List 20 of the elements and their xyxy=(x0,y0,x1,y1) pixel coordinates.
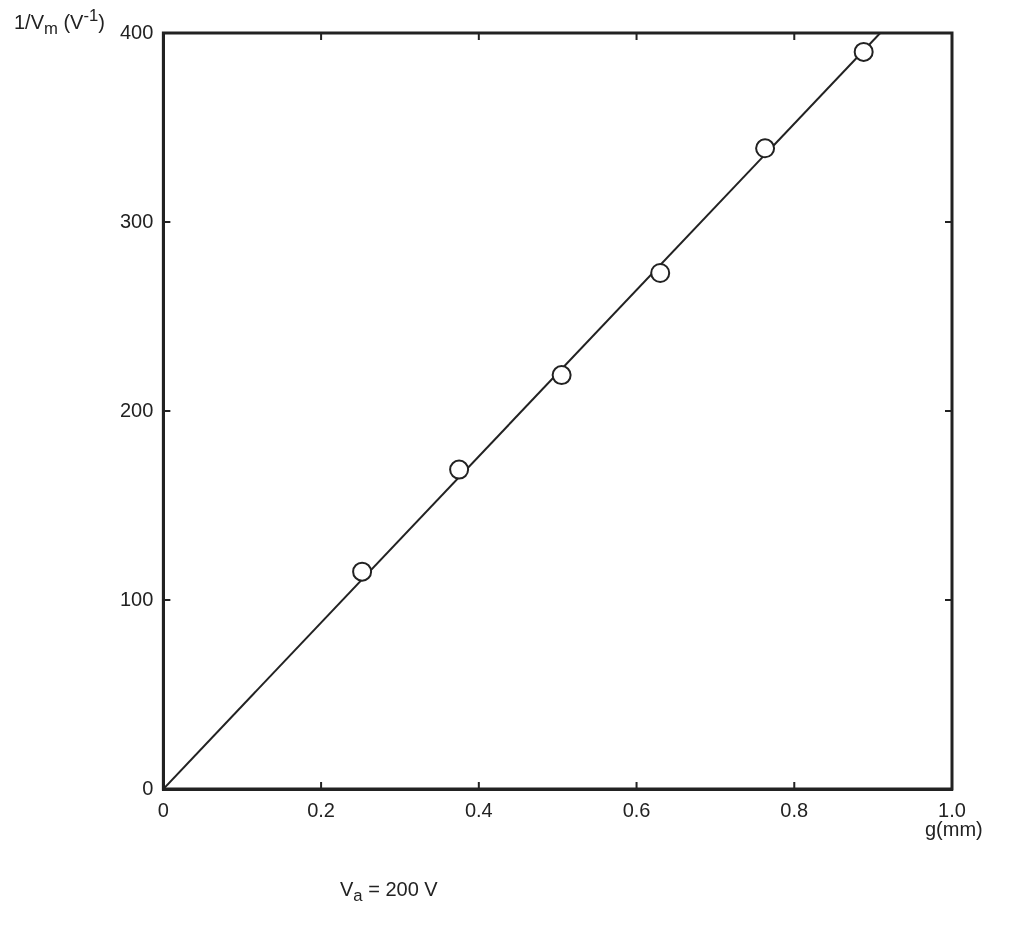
point xyxy=(650,263,671,284)
x-tick-label: 1.0 xyxy=(938,798,966,821)
x-tick-label: 0.8 xyxy=(780,798,809,821)
x-tick-label: 0.6 xyxy=(622,798,651,821)
point xyxy=(755,138,776,159)
point xyxy=(449,459,470,480)
y-axis-title: 1/V$_{m}$ (V$^{-1}$) xyxy=(14,6,105,39)
x-axis-title: g(mm) xyxy=(925,818,983,841)
point xyxy=(853,41,874,62)
y-tick-label: 300 xyxy=(119,209,154,232)
y-tick-label: 0 xyxy=(142,776,154,799)
x-tick-label: 0.2 xyxy=(307,798,335,821)
y-tick-label: 200 xyxy=(119,398,154,421)
x-tick-label: 0 xyxy=(157,798,169,821)
point xyxy=(352,561,373,582)
text: V$_{a}$ = 200 V xyxy=(340,878,438,906)
y-tick-label: 400 xyxy=(119,20,154,43)
x-tick-label: 0.4 xyxy=(464,798,493,821)
y-tick-label: 100 xyxy=(119,587,154,610)
point xyxy=(551,365,572,386)
